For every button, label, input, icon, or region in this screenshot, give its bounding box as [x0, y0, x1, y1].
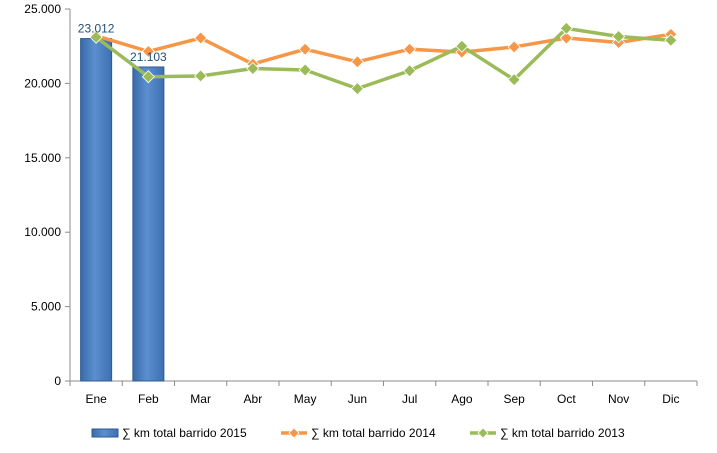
x-axis-ticks: Ene Feb Mar Abr May Jun Jul Ago Sep Oct Nov Dic — [69, 381, 698, 406]
x-tick-label: Abr — [244, 392, 263, 406]
legend-label: ∑ km total barrido 2014 — [311, 426, 436, 440]
legend-label: ∑ km total barrido 2013 — [500, 426, 625, 440]
y-tick-label: 0 — [54, 374, 61, 388]
data-point-marker — [141, 44, 155, 58]
data-point-marker — [141, 70, 155, 84]
data-point-marker — [403, 64, 417, 78]
data-point-marker — [403, 42, 417, 56]
x-tick-label: Dic — [662, 392, 679, 406]
legend-swatch-marker — [477, 427, 489, 439]
data-point-marker — [612, 29, 626, 44]
y-tick-label: 15.000 — [24, 151, 61, 165]
x-tick-label: Nov — [608, 392, 629, 406]
legend: ∑ km total barrido 2015 ∑ km total barrid… — [91, 426, 625, 440]
data-point-marker — [298, 63, 312, 77]
data-point-marker — [194, 69, 208, 83]
data-point-marker — [507, 40, 521, 54]
data-point-marker — [246, 61, 260, 76]
data-point-marker — [89, 30, 103, 44]
legend-label: ∑ km total barrido 2015 — [122, 426, 247, 440]
bar-data-label: 23.012 — [78, 22, 115, 36]
data-point-marker — [350, 55, 364, 69]
bar — [132, 66, 165, 382]
data-point-marker — [350, 82, 364, 96]
data-point-marker — [507, 73, 521, 87]
y-tick-label: 20.000 — [24, 76, 61, 90]
bar-data-label: 21.103 — [130, 50, 167, 64]
y-tick-label: 5.000 — [31, 300, 61, 314]
x-tick-label: Ago — [451, 392, 473, 406]
x-tick-label: Feb — [138, 392, 159, 406]
data-point-marker — [559, 21, 573, 35]
y-tick-label: 25.000 — [24, 2, 61, 16]
data-point-marker — [298, 42, 312, 56]
data-point-marker — [664, 33, 678, 47]
x-tick-label: Ene — [85, 392, 107, 406]
bar-series-2015 — [80, 38, 165, 382]
series-line — [95, 26, 671, 91]
y-axis-ticks: 0 5.000 10.000 15.000 20.000 25.000 — [24, 2, 70, 388]
x-tick-label: Oct — [557, 392, 576, 406]
legend-swatch-marker — [288, 427, 300, 439]
series-line — [95, 32, 672, 66]
bar — [80, 38, 113, 382]
data-point-marker — [455, 39, 469, 53]
line-series — [89, 21, 678, 96]
data-point-marker — [194, 31, 208, 45]
x-tick-label: Sep — [503, 392, 525, 406]
x-tick-label: Mar — [190, 392, 211, 406]
x-tick-label: Jun — [348, 392, 367, 406]
x-tick-label: Jul — [402, 392, 417, 406]
y-tick-label: 10.000 — [24, 225, 61, 239]
x-tick-label: May — [294, 392, 317, 406]
data-labels: 23.012 21.103 — [78, 22, 167, 64]
legend-swatch-bar — [91, 428, 119, 438]
data-point-marker — [559, 31, 573, 45]
